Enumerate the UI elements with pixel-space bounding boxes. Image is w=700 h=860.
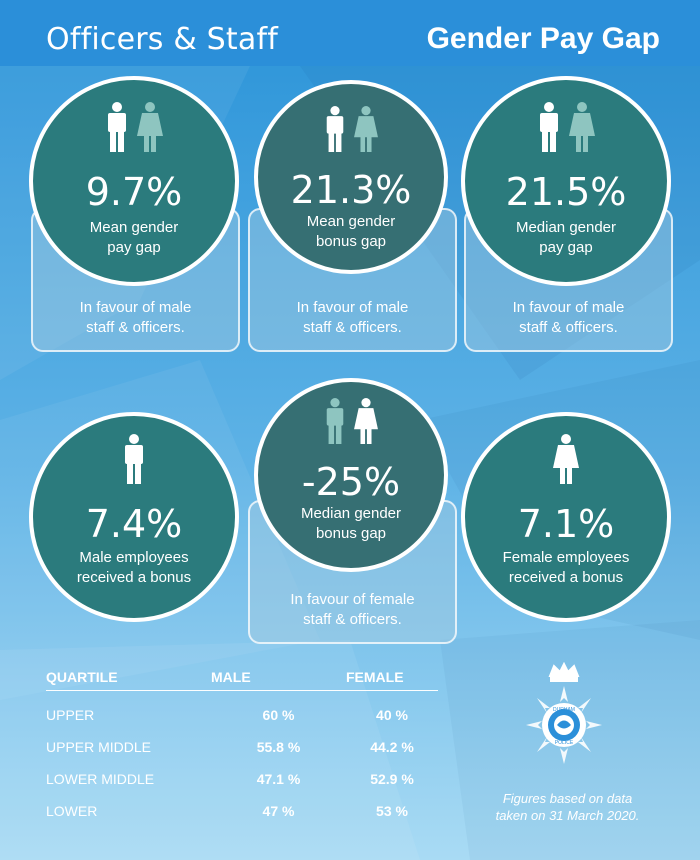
female-percentage: 44.2 % bbox=[370, 739, 414, 755]
male-percentage: 55.8 % bbox=[256, 739, 301, 755]
table-row: UPPER 60 % 40 % bbox=[46, 691, 438, 732]
stat-circle-mean-bonus-gap: 21.3% Mean gender bonus gap bbox=[254, 80, 448, 274]
male-figure-icon bbox=[125, 434, 143, 484]
stat-label-line1: Median gender bbox=[300, 505, 402, 522]
stat-note-line2: staff & officers. bbox=[86, 319, 185, 336]
female-figure-icon bbox=[553, 434, 579, 484]
header-left-title: Officers & Staff bbox=[46, 22, 278, 57]
stat-value: -25% bbox=[301, 460, 401, 504]
footnote: Figures based on data taken on 31 March … bbox=[480, 790, 655, 824]
stat-label-line2: pay gap bbox=[107, 239, 161, 256]
female-percentage: 40 % bbox=[376, 707, 408, 723]
stat-value: 7.1% bbox=[517, 502, 615, 546]
male-icon bbox=[33, 434, 235, 484]
male-icon bbox=[108, 102, 126, 152]
stat-value: 21.3% bbox=[290, 168, 412, 212]
stat-label-line1: Male employees bbox=[79, 549, 189, 566]
table-row: LOWER 47 % 53 % bbox=[46, 795, 438, 827]
header-right-title: Gender Pay Gap bbox=[426, 22, 660, 55]
stat-label-line1: Mean gender bbox=[306, 213, 396, 230]
male-icon bbox=[326, 106, 344, 152]
male-female-icon bbox=[465, 102, 667, 152]
stat-value: 7.4% bbox=[85, 502, 183, 546]
stat-note-line2: staff & officers. bbox=[303, 611, 402, 628]
police-star-badge-icon: DURHAM POLICE bbox=[520, 661, 608, 772]
badge-ring-text-top: DURHAM bbox=[553, 707, 575, 713]
stat-note-line1: In favour of female bbox=[290, 591, 415, 608]
female-icon bbox=[137, 102, 163, 152]
stat-value: 21.5% bbox=[505, 170, 627, 214]
female-icon bbox=[569, 102, 595, 152]
badge-ring-text-bottom: POLICE bbox=[555, 740, 574, 746]
stat-label-line1: Median gender bbox=[515, 219, 617, 236]
footnote-line1: Figures based on data bbox=[502, 791, 633, 806]
stat-circle-male-bonus: 7.4% Male employees received a bonus bbox=[29, 412, 239, 622]
table-row: LOWER MIDDLE 47.1 % 52.9 % bbox=[46, 763, 438, 795]
quartile-name: LOWER MIDDLE bbox=[46, 771, 155, 787]
stat-note-line2: staff & officers. bbox=[519, 319, 618, 336]
stat-circle-median-bonus-gap: -25% Median gender bonus gap bbox=[254, 378, 448, 572]
female-icon bbox=[465, 434, 667, 484]
male-icon bbox=[540, 102, 558, 152]
quartile-name: UPPER bbox=[46, 707, 95, 723]
stat-label-line1: Female employees bbox=[502, 549, 630, 566]
stat-note-line1: In favour of male bbox=[79, 299, 192, 316]
female-percentage: 53 % bbox=[376, 803, 408, 819]
female-icon bbox=[354, 398, 378, 444]
female-percentage: 52.9 % bbox=[370, 771, 414, 787]
stat-label-line2: bonus gap bbox=[315, 233, 387, 250]
male-female-icon bbox=[258, 106, 444, 152]
female-icon bbox=[354, 106, 378, 152]
stat-note-line2: staff & officers. bbox=[303, 319, 402, 336]
stat-circle-median-pay-gap: 21.5% Median gender pay gap bbox=[461, 76, 671, 286]
header-bar: Officers & Staff Gender Pay Gap bbox=[0, 0, 700, 66]
footnote-line2: taken on 31 March 2020. bbox=[495, 808, 640, 823]
stat-circle-female-bonus: 7.1% Female employees received a bonus bbox=[461, 412, 671, 622]
column-header-male: MALE bbox=[211, 664, 346, 691]
male-icon bbox=[326, 398, 344, 444]
male-percentage: 47.1 % bbox=[256, 771, 301, 787]
stat-label-line2: received a bonus bbox=[76, 569, 192, 586]
quartile-name: LOWER bbox=[46, 803, 98, 819]
stat-note-line1: In favour of male bbox=[512, 299, 625, 316]
stat-label-line2: pay gap bbox=[539, 239, 593, 256]
column-header-quartile: QUARTILE bbox=[46, 664, 211, 691]
stat-label-line2: received a bonus bbox=[508, 569, 624, 586]
male-percentage: 60 % bbox=[262, 707, 295, 723]
stat-label-line1: Mean gender bbox=[89, 219, 179, 236]
quartile-table: QUARTILE MALE FEMALE UPPER 60 % 40 % UPP… bbox=[46, 664, 438, 827]
stat-label-line2: bonus gap bbox=[315, 525, 387, 542]
column-header-female: FEMALE bbox=[346, 664, 438, 691]
stat-circle-mean-pay-gap: 9.7% Mean gender pay gap bbox=[29, 76, 239, 286]
stat-note-line1: In favour of male bbox=[296, 299, 409, 316]
stat-value: 9.7% bbox=[85, 170, 183, 214]
table-row: UPPER MIDDLE 55.8 % 44.2 % bbox=[46, 731, 438, 763]
male-female-icon bbox=[258, 398, 444, 444]
table-header-row: QUARTILE MALE FEMALE bbox=[46, 664, 438, 691]
male-female-icon bbox=[33, 102, 235, 152]
badge-graphic: DURHAM POLICE bbox=[526, 661, 602, 764]
male-percentage: 47 % bbox=[262, 803, 295, 819]
quartile-name: UPPER MIDDLE bbox=[46, 739, 152, 755]
